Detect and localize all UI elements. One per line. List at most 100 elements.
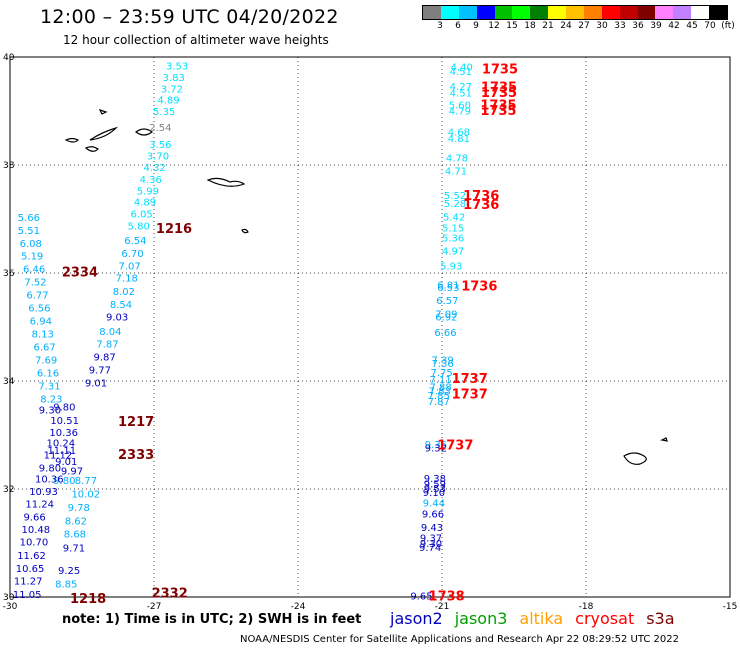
wave-height-label: 11.27 xyxy=(14,576,43,587)
colorbar-swatch xyxy=(423,6,441,19)
wave-height-label: 3.53 xyxy=(166,62,188,73)
wave-height-label: 6.46 xyxy=(23,265,45,276)
lon-tick-label: -30 xyxy=(3,602,18,612)
wave-height-label: 10.36 xyxy=(35,475,64,486)
wave-height-label: 5.80 xyxy=(128,221,150,232)
wave-height-label: 7.83 xyxy=(429,387,451,398)
lat-tick-label: 34 xyxy=(3,377,15,387)
wave-height-label: 8.02 xyxy=(113,287,135,298)
colorbar-label: (ft) xyxy=(721,21,735,31)
islands xyxy=(64,108,668,465)
wave-height-label: 8.68 xyxy=(64,529,86,540)
wave-height-label: 10.93 xyxy=(29,487,58,498)
wave-height-label: 9.74 xyxy=(419,543,441,554)
pass-time-label: 1216 xyxy=(156,222,192,237)
lon-tick-label: -15 xyxy=(723,602,738,612)
wave-height-label: 7.07 xyxy=(118,261,140,272)
colorbar-swatch xyxy=(619,6,638,19)
wave-height-label: 4.32 xyxy=(143,163,165,174)
wave-height-label: 6.81 xyxy=(437,280,459,291)
wave-height-label: 9.30 xyxy=(39,406,61,417)
wave-height-label: 4.79 xyxy=(449,106,471,117)
wave-height-label: 5.66 xyxy=(18,213,40,224)
wave-height-label: 10.51 xyxy=(50,416,79,427)
colorbar-swatch xyxy=(440,6,459,19)
wave-height-label: 7.39 xyxy=(431,355,453,366)
colorbar-swatch xyxy=(512,6,531,19)
wave-height-label: 6.66 xyxy=(434,328,456,339)
colorbar-swatch xyxy=(673,6,692,19)
axis-labels: -30 -27 -24 -21 -18 -15 40 38 36 34 32 30 xyxy=(3,53,738,612)
wave-height-label: 6.70 xyxy=(121,249,143,260)
legend-entry-s3a: s3a xyxy=(646,609,675,628)
wave-height-label: 9.97 xyxy=(61,467,83,478)
wave-height-label: 4.89 xyxy=(134,198,156,209)
wave-height-label: 5.93 xyxy=(440,261,462,272)
wave-height-label: 10.48 xyxy=(22,525,51,536)
colorbar-label: 12 xyxy=(488,21,500,31)
wave-height-label: 7.88 xyxy=(430,382,452,393)
island-porto-santo xyxy=(660,437,668,442)
wave-height-label: 5.15 xyxy=(442,224,464,235)
colorbar-label: 15 xyxy=(506,21,518,31)
pass-time-label: 1737 xyxy=(452,387,488,402)
lon-tick-label: -21 xyxy=(435,602,450,612)
pass-time-label: 1737 xyxy=(437,439,473,454)
wave-height-label: 3.72 xyxy=(161,84,183,95)
colorbar-label: 3 xyxy=(437,21,443,31)
wave-height-label: 4.40 xyxy=(451,63,473,74)
pass-time-label: 2333 xyxy=(118,448,154,463)
pass-time-label: 1738 xyxy=(429,589,465,604)
wave-height-label: 9.25 xyxy=(58,566,80,577)
colorbar-swatch xyxy=(566,6,584,19)
island-sao-miguel xyxy=(206,177,246,187)
pass-time-label: 1735 xyxy=(481,81,517,96)
wave-height-label: 9.30 xyxy=(420,539,442,550)
wave-height-label: 4.89 xyxy=(157,96,179,107)
colorbar-swatch xyxy=(548,6,566,19)
pass-time-label: 2332 xyxy=(152,587,188,602)
wave-height-label: 6.54 xyxy=(124,236,146,247)
colorbar-label: 42 xyxy=(668,21,680,31)
colorbar-swatch xyxy=(637,6,656,19)
wave-height-label: 4.27 xyxy=(450,82,472,93)
wave-height-label: 9.71 xyxy=(63,543,85,554)
pass-time-label: 1736 xyxy=(463,198,499,213)
wave-height-label: 10.36 xyxy=(49,428,78,439)
wave-height-label: 7.09 xyxy=(435,310,457,321)
wave-height-label: 7.87 xyxy=(428,397,450,408)
pass-time-label: 1218 xyxy=(70,592,106,607)
map-title: 12:00 – 23:59 UTC 04/20/2022 xyxy=(40,6,339,28)
colorbar-label: 30 xyxy=(596,21,608,31)
colorbar-label: 18 xyxy=(524,21,536,31)
wave-height-label: 8.54 xyxy=(110,300,132,311)
wave-height-label: 10.24 xyxy=(46,439,75,450)
wave-height-label: 5.60 xyxy=(449,101,471,112)
wave-height-label: 7.36 xyxy=(431,359,453,370)
wave-height-label: 8.13 xyxy=(32,329,54,340)
wave-height-label: 9.10 xyxy=(423,488,445,499)
wave-height-label: 2.54 xyxy=(149,123,171,134)
pass-time-label: 2334 xyxy=(62,265,98,280)
wave-height-label: 6.53 xyxy=(437,283,459,294)
map-grid xyxy=(10,57,730,597)
wave-height-label: 9.80 xyxy=(53,402,75,413)
colorbar-swatch xyxy=(691,6,709,19)
legend-entry-jason3: jason3 xyxy=(454,609,508,628)
wave-height-label: 7.52 xyxy=(24,278,46,289)
wave-height-label: 6.56 xyxy=(28,304,50,315)
wave-height-label: 4.36 xyxy=(140,175,162,186)
wave-height-label: 6.16 xyxy=(37,368,59,379)
wave-height-label: 5.52 xyxy=(444,191,466,202)
wave-height-label: 3.83 xyxy=(163,73,185,84)
wave-height-label: 5.35 xyxy=(153,107,175,118)
wave-height-label: 9.80 xyxy=(39,463,61,474)
island-santa-maria xyxy=(241,228,249,234)
wave-height-label: 10.70 xyxy=(20,537,49,548)
satellite-legend: jason2 jason3 altika cryosat s3a xyxy=(390,609,687,628)
wave-height-label: 8.04 xyxy=(99,327,121,338)
colorbar-label: 9 xyxy=(473,21,479,31)
wave-height-label: 5.36 xyxy=(442,233,464,244)
lat-tick-label: 38 xyxy=(3,161,15,171)
legend-entry-altika: altika xyxy=(519,609,564,628)
